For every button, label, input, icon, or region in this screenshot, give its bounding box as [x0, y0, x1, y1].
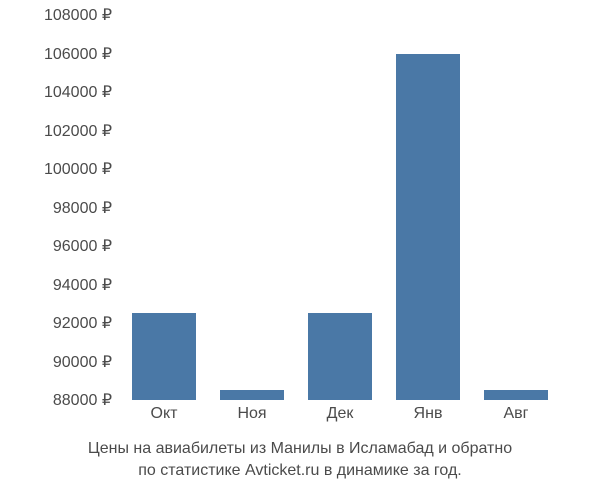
plot-area	[120, 15, 560, 400]
y-tick-label: 98000 ₽	[53, 198, 112, 218]
y-tick-label: 106000 ₽	[44, 44, 112, 64]
y-tick-label: 104000 ₽	[44, 82, 112, 102]
bar	[132, 313, 195, 400]
price-chart: 88000 ₽ 90000 ₽ 92000 ₽ 94000 ₽ 96000 ₽ 98000…	[0, 0, 600, 500]
y-tick-label: 90000 ₽	[53, 352, 112, 372]
caption-line-2: по статистике Avticket.ru в динамике за …	[0, 460, 600, 482]
chart-caption: Цены на авиабилеты из Манилы в Исламабад…	[0, 438, 600, 483]
y-tick-label: 96000 ₽	[53, 236, 112, 256]
x-tick-label: Авг	[503, 405, 528, 423]
x-tick-label: Янв	[414, 405, 443, 423]
bar	[396, 54, 459, 401]
y-tick-label: 94000 ₽	[53, 275, 112, 295]
bar	[220, 390, 283, 400]
x-tick-label: Ноя	[237, 405, 266, 423]
y-tick-label: 88000 ₽	[53, 390, 112, 410]
y-tick-label: 108000 ₽	[44, 5, 112, 25]
bar	[484, 390, 547, 400]
x-tick-label: Окт	[151, 405, 178, 423]
x-tick-label: Дек	[327, 405, 354, 423]
y-tick-label: 100000 ₽	[44, 159, 112, 179]
y-tick-label: 92000 ₽	[53, 313, 112, 333]
y-tick-label: 102000 ₽	[44, 121, 112, 141]
bar	[308, 313, 371, 400]
caption-line-1: Цены на авиабилеты из Манилы в Исламабад…	[0, 438, 600, 460]
